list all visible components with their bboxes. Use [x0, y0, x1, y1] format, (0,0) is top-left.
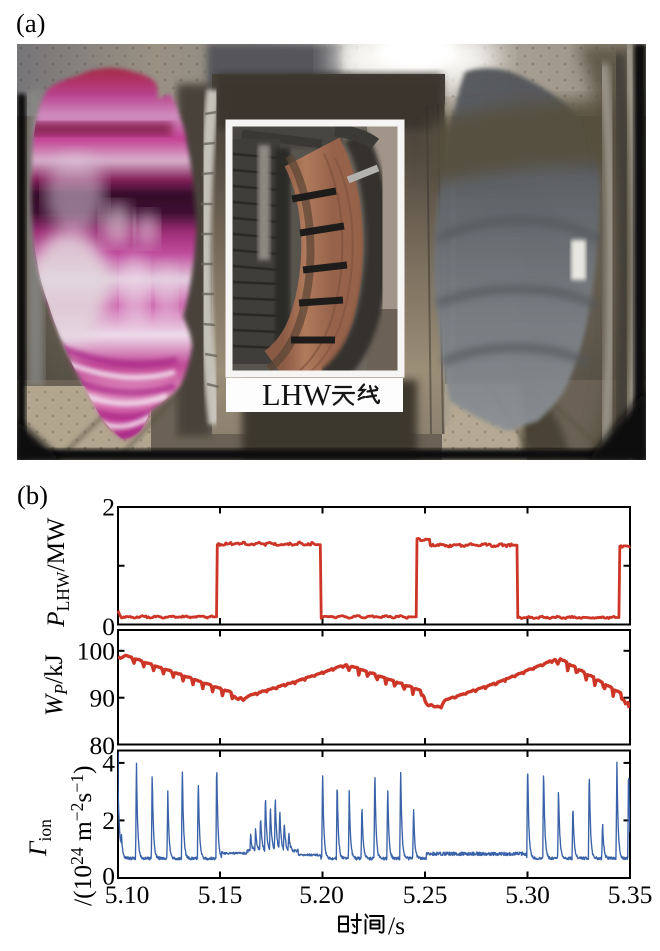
svg-text:(b): (b): [17, 480, 48, 510]
svg-text:0: 0: [102, 612, 115, 641]
svg-text:LHW: LHW: [262, 378, 332, 412]
svg-text:PLHW/MW: PLHW/MW: [41, 517, 73, 628]
svg-text:4: 4: [102, 749, 115, 778]
svg-text:5.35: 5.35: [608, 880, 653, 909]
svg-text:80: 80: [90, 731, 116, 760]
svg-text:0: 0: [102, 862, 115, 891]
svg-text:/s: /s: [388, 911, 405, 940]
svg-text:5.20: 5.20: [299, 880, 344, 909]
svg-text:5.10: 5.10: [105, 880, 150, 909]
svg-text:2: 2: [102, 806, 115, 835]
svg-text:5.25: 5.25: [403, 880, 448, 909]
svg-text:WP/kJ: WP/kJ: [39, 654, 71, 716]
svg-text:5.30: 5.30: [505, 880, 550, 909]
svg-text:/(1024 m−2s−1): /(1024 m−2s−1): [67, 766, 97, 906]
svg-text:5.15: 5.15: [198, 880, 243, 909]
svg-text:90: 90: [90, 684, 116, 713]
svg-text:2: 2: [102, 493, 115, 522]
svg-text:Γion: Γion: [23, 819, 55, 857]
svg-text:100: 100: [77, 637, 115, 666]
